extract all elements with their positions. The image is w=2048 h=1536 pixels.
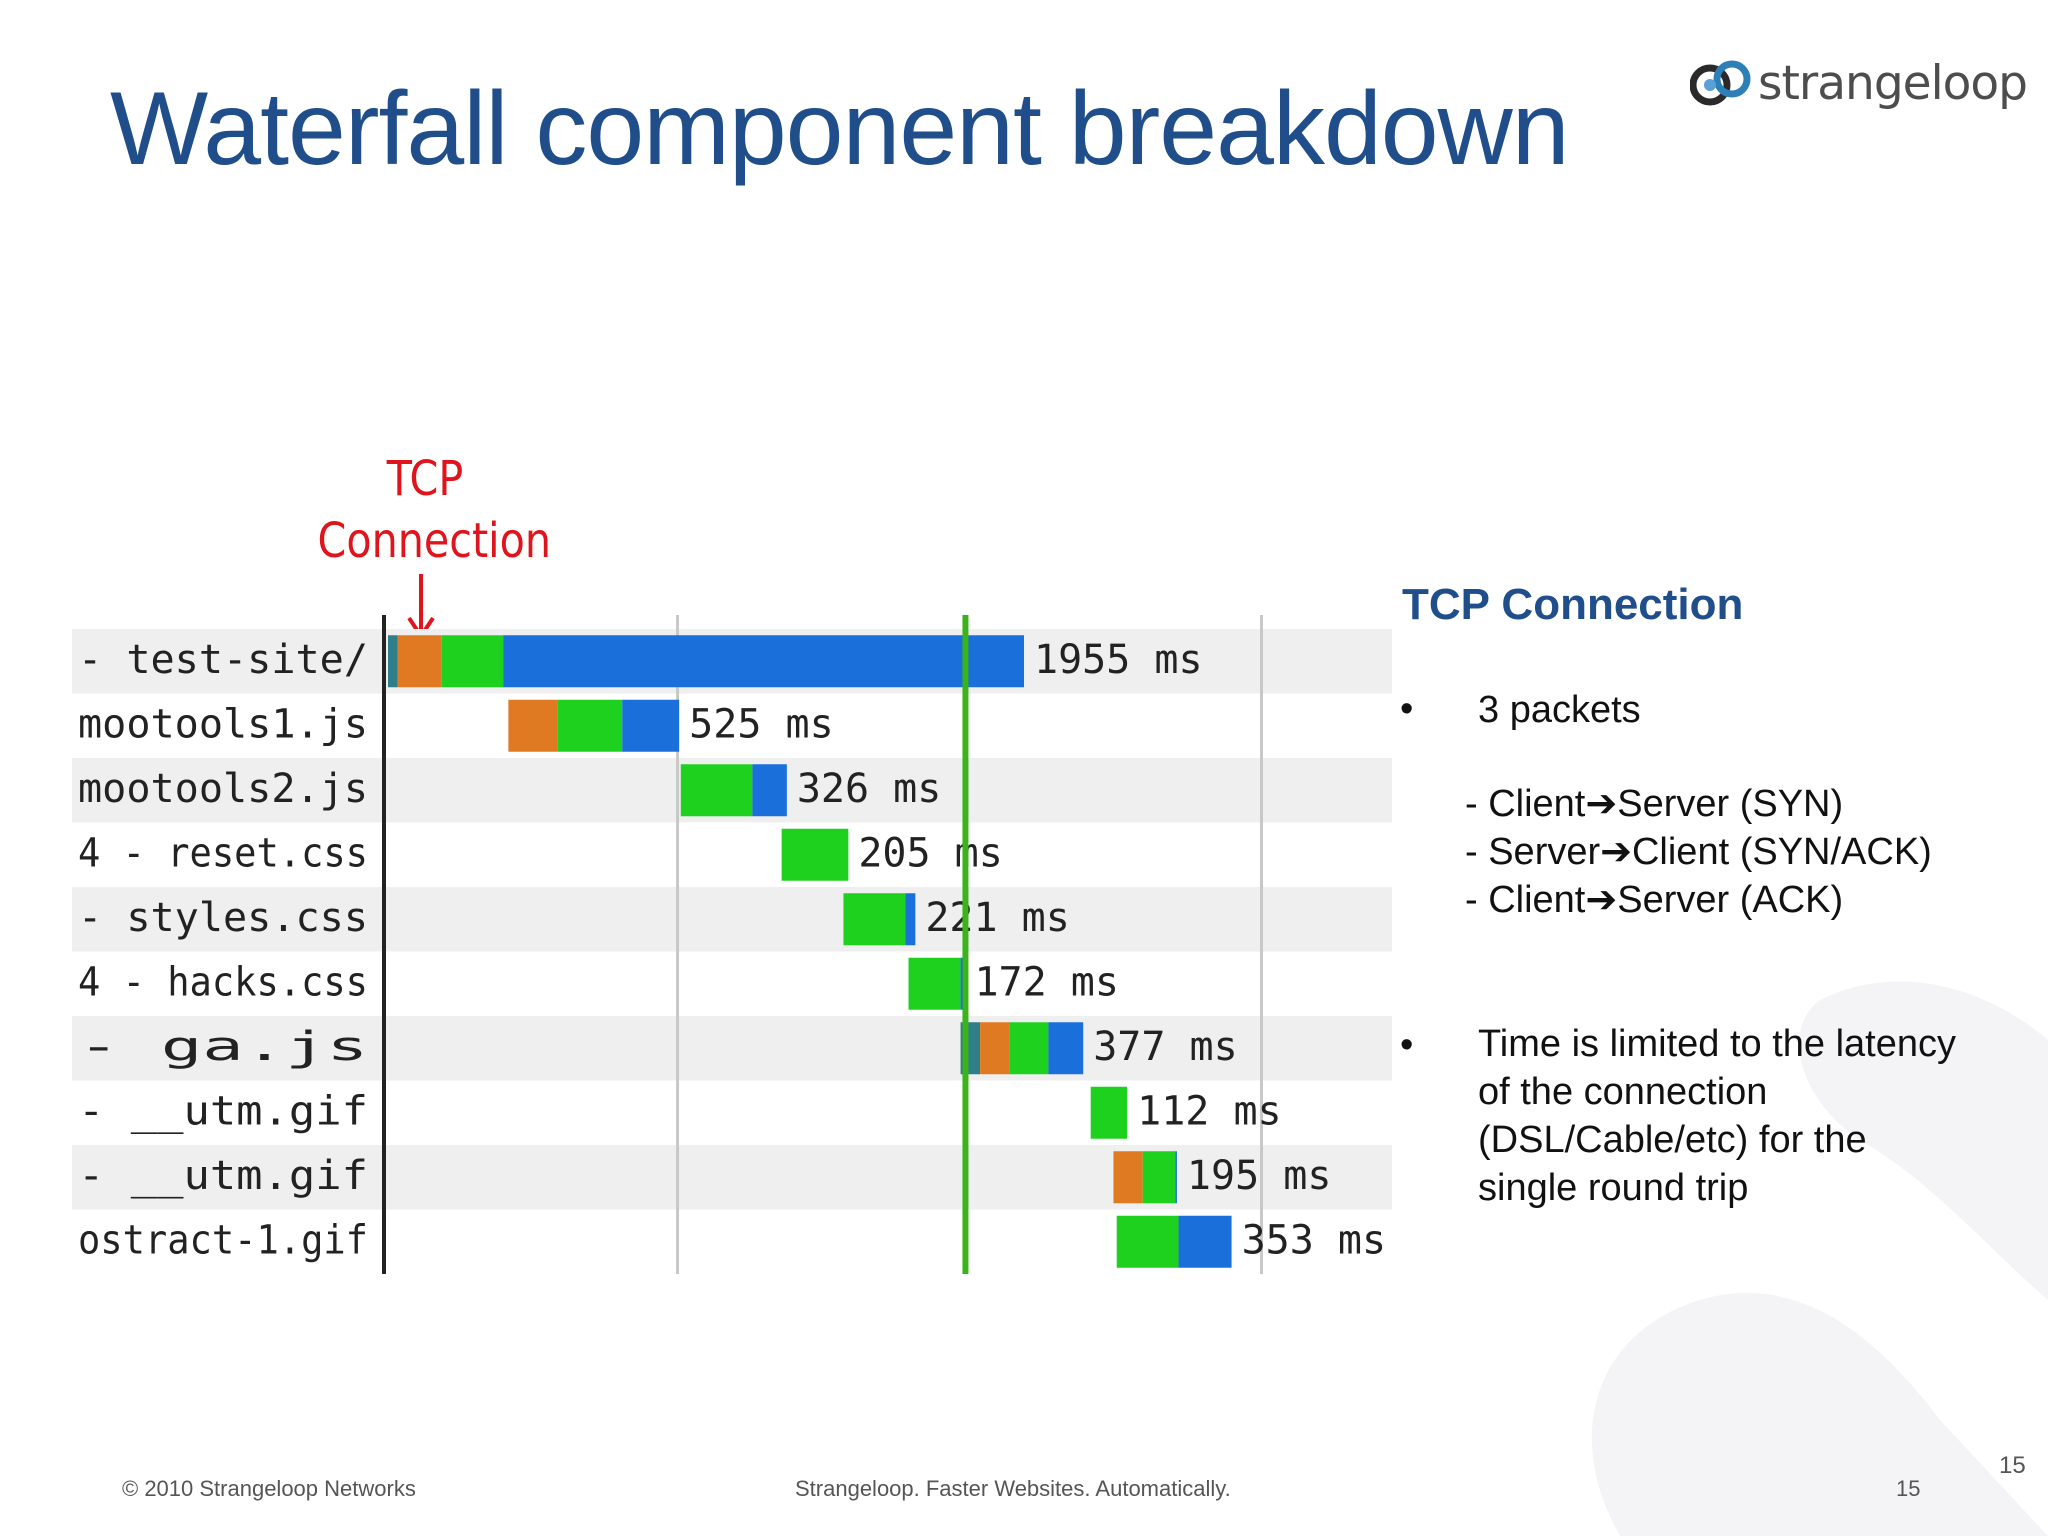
bar-segment-receive [905, 893, 916, 946]
bar-segment-wait [441, 635, 504, 688]
packet-to: Server (SYN) [1617, 783, 1844, 825]
bar-segment-receive [1175, 1151, 1177, 1204]
tcp-heading: TCP Connection [1402, 580, 1744, 629]
packet-to: Server (ACK) [1617, 879, 1844, 921]
tcp-callout: TCP Connection [317, 448, 552, 572]
packet-from: - Client [1465, 879, 1586, 921]
bar-segment-dns [388, 635, 398, 688]
packet-from: - Client [1465, 783, 1586, 825]
arrow-right-icon: ➔ [1585, 879, 1618, 921]
time-label: 525 ms [689, 702, 834, 748]
logo-text: strangeloop [1758, 55, 2028, 111]
arrow-right-icon: ➔ [1585, 783, 1618, 825]
time-label: 172 ms [974, 960, 1119, 1006]
row-label: - __utm.gif [78, 1089, 368, 1135]
row-label: ostract-1.gif [78, 1218, 368, 1264]
row-label: 4 - hacks.css [78, 960, 368, 1006]
row-label: mootools2.js [78, 766, 368, 812]
packet-to: Client (SYN/ACK) [1631, 831, 1932, 873]
bar-segment-wait [1116, 1215, 1179, 1268]
bullet-latency-line: of the connection [1478, 1071, 1768, 1113]
page-number: 15 [1896, 1476, 1921, 1501]
bullet-latency-line: single round trip [1478, 1167, 1749, 1209]
row-label: 4 - reset.css [78, 831, 368, 877]
row-label: - ga.js [78, 1024, 368, 1070]
time-label: 353 ms [1242, 1218, 1387, 1264]
bar-segment-wait [1090, 1086, 1128, 1139]
row-label: - test-site/ [78, 637, 368, 683]
bar-segment-wait [680, 764, 753, 817]
packet-from: - Server [1465, 831, 1601, 873]
bar-segment-receive [1178, 1215, 1232, 1268]
bar-segment-connect [980, 1022, 1010, 1075]
bar-segment-wait [557, 699, 623, 752]
row-label: mootools1.js [78, 702, 368, 748]
bar-segment-wait [843, 893, 906, 946]
bar-segment-wait [1009, 1022, 1049, 1075]
time-label: 326 ms [797, 766, 942, 812]
time-label: 205 ms [858, 831, 1003, 877]
strangeloop-logo: strangeloop [1690, 48, 2028, 118]
bar-segment-wait [1142, 1151, 1176, 1204]
time-label: 377 ms [1093, 1024, 1238, 1070]
footer-tagline: Strangeloop. Faster Websites. Automatica… [795, 1476, 1231, 1501]
row-label: - __utm.gif [78, 1153, 368, 1199]
row-stripe [72, 887, 1392, 952]
bar-segment-receive [752, 764, 787, 817]
bar-segment-receive [503, 635, 1025, 688]
bullet-latency-line: Time is limited to the latency [1478, 1023, 1956, 1065]
waterfall-chart: - test-site/1955 ms mootools1.js 525 ms moo… [72, 615, 1392, 1274]
bar-segment-receive [622, 699, 680, 752]
bar-segment-wait [908, 957, 961, 1010]
tcp-callout-line1: TCP [386, 451, 464, 507]
corner-number: 15 [1999, 1452, 2026, 1479]
tcp-callout-line2: Connection [317, 513, 552, 569]
packet-line: - Client➔Server (SYN) [1465, 780, 1843, 828]
time-label: 1955 ms [1034, 637, 1203, 683]
arrow-right-icon: ➔ [1600, 831, 1632, 873]
packet-line: - Server➔Client (SYN/ACK) [1465, 828, 1932, 876]
bullet-three-packets: 3 packets [1478, 689, 1641, 731]
bar-segment-connect [397, 635, 442, 688]
row-label: - styles.css [78, 895, 368, 941]
bar-segment-wait [781, 828, 849, 881]
bar-segment-connect [508, 699, 558, 752]
bar-segment-connect [1113, 1151, 1143, 1204]
strangeloop-logo-icon [1690, 60, 1751, 106]
time-label: 221 ms [925, 895, 1070, 941]
slide-title: Waterfall component breakdown [110, 71, 1570, 187]
right-panel: TCP Connection [1402, 580, 2022, 630]
packet-line: - Client➔Server (ACK) [1465, 876, 1843, 924]
footer-copyright: © 2010 Strangeloop Networks [122, 1476, 416, 1501]
bar-segment-receive [1048, 1022, 1084, 1075]
row-stripe [72, 1016, 1392, 1081]
bullet-marker: • [1400, 1024, 1414, 1066]
time-label: 112 ms [1137, 1089, 1282, 1135]
time-label: 195 ms [1187, 1153, 1332, 1199]
bullet-marker: • [1400, 688, 1414, 730]
bullet-latency-line: (DSL/Cable/etc) for the [1478, 1119, 1867, 1161]
